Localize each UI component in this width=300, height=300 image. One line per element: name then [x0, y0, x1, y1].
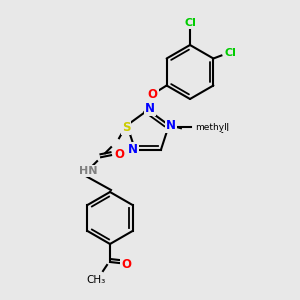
Text: methyl: methyl	[195, 123, 229, 133]
Text: Cl: Cl	[184, 18, 196, 28]
Text: S: S	[122, 121, 130, 134]
Text: N: N	[145, 103, 155, 116]
Text: O: O	[121, 257, 131, 271]
Text: O: O	[114, 148, 124, 161]
Text: HN: HN	[79, 166, 97, 176]
Text: N: N	[128, 143, 138, 156]
Text: O: O	[148, 88, 158, 101]
Text: N: N	[166, 119, 176, 132]
Text: CH₃: CH₃	[86, 275, 106, 285]
Text: Cl: Cl	[224, 49, 236, 58]
Text: methyl: methyl	[195, 123, 227, 132]
